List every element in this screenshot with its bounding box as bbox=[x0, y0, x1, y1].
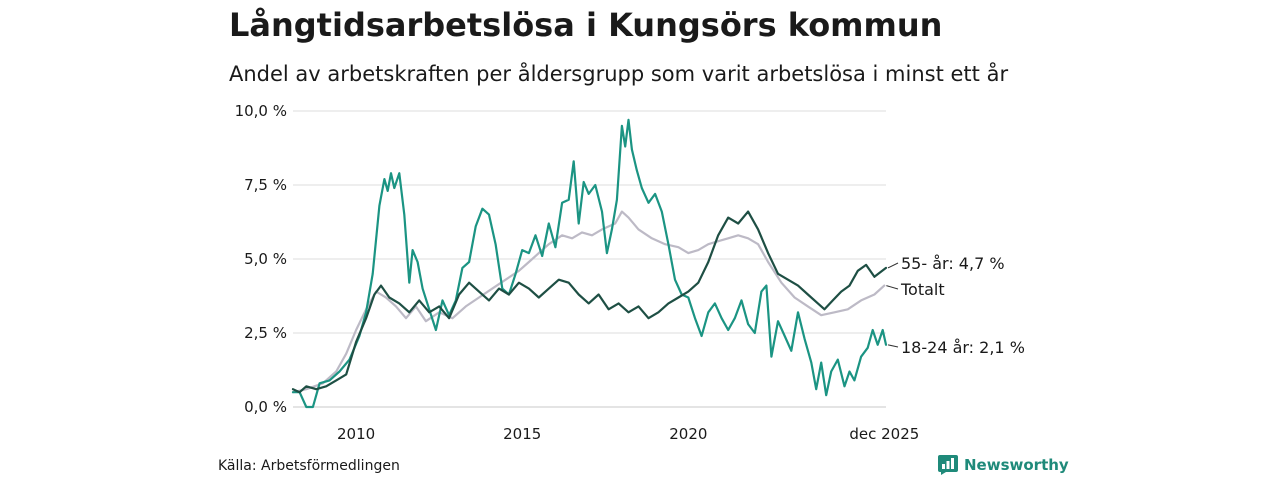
brand-name: Newsworthy bbox=[964, 456, 1069, 474]
y-axis-ticks: 0,0 % 2,5 % 5,0 % 7,5 % 10,0 % bbox=[235, 102, 287, 416]
y-tick-label: 0,0 % bbox=[244, 398, 287, 416]
series-line-18-24-r bbox=[291, 118, 888, 409]
x-tick-label: dec 2025 bbox=[849, 425, 919, 443]
series-end-label: 18-24 år: 2,1 % bbox=[901, 338, 1025, 357]
series-label-connector bbox=[886, 285, 899, 290]
series-labels: Totalt 18-24 år: 2,1 % 55- år: 4,7 % bbox=[886, 254, 1025, 357]
chart-title: Långtidsarbetslösa i Kungsörs kommun bbox=[229, 6, 943, 44]
series-line-totalt bbox=[291, 210, 886, 394]
series-end-label: Totalt bbox=[900, 280, 945, 299]
x-tick-label: 2010 bbox=[337, 425, 375, 443]
series-end-label: 55- år: 4,7 % bbox=[901, 254, 1005, 273]
newsworthy-logo-icon bbox=[938, 455, 958, 475]
source-note: Källa: Arbetsförmedlingen bbox=[218, 458, 400, 474]
brand: Newsworthy bbox=[938, 455, 1069, 475]
x-tick-label: 2020 bbox=[669, 425, 707, 443]
chart-subtitle: Andel av arbetskraften per åldersgrupp s… bbox=[229, 62, 1009, 86]
series-label-connector bbox=[887, 344, 899, 348]
series-lines bbox=[291, 118, 888, 409]
series-label-connector bbox=[887, 262, 899, 269]
gridlines bbox=[293, 110, 886, 408]
y-tick-label: 5,0 % bbox=[244, 250, 287, 268]
series-line-55-r bbox=[291, 210, 888, 394]
y-tick-label: 10,0 % bbox=[235, 102, 287, 120]
y-tick-label: 7,5 % bbox=[244, 176, 287, 194]
x-tick-label: 2015 bbox=[503, 425, 541, 443]
y-tick-label: 2,5 % bbox=[244, 324, 287, 342]
x-axis-ticks: 2010 2015 2020 dec 2025 bbox=[337, 425, 919, 443]
